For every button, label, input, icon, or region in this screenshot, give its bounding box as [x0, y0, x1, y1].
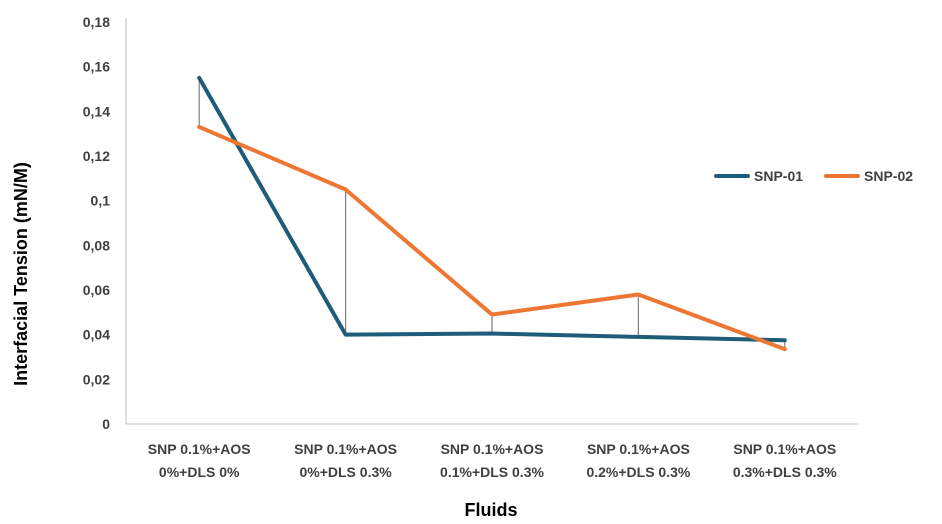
y-axis-ticks: 0 0,02 0,04 0,06 0,08 0,1 0,12 0,14 0,16 0,18	[83, 14, 110, 432]
x-axis-ticks: SNP 0.1%+AOS 0%+DLS 0% SNP 0.1%+AOS 0%+DLS …	[148, 441, 838, 480]
y-tick-label: 0,1	[91, 193, 111, 209]
x-axis-title: Fluids	[465, 500, 518, 520]
y-tick-label: 0,04	[83, 327, 110, 343]
x-tick-label: SNP 0.1%+AOS 0%+DLS 0.3%	[294, 441, 397, 480]
legend: SNP-01 SNP-02	[714, 168, 913, 184]
series-line-snp-02	[197, 124, 787, 352]
series-line-snp-01	[197, 75, 787, 343]
x-tick-label: SNP 0.1%+AOS 0.3%+DLS 0.3%	[733, 441, 837, 480]
y-tick-label: 0,02	[83, 371, 110, 387]
y-axis-title: Interfacial Tension (mN/M)	[11, 162, 31, 386]
x-tick-label: SNP 0.1%+AOS 0%+DLS 0%	[148, 441, 251, 480]
y-tick-label: 0,14	[83, 103, 110, 119]
x-tick-label: SNP 0.1%+AOS 0.1%+DLS 0.3%	[440, 441, 544, 480]
series-lines	[197, 75, 787, 352]
legend-label: SNP-01	[754, 168, 803, 184]
high-low-lines	[198, 77, 786, 350]
y-tick-label: 0,18	[83, 14, 110, 30]
y-tick-label: 0,08	[83, 237, 110, 253]
x-tick-label: SNP 0.1%+AOS 0.2%+DLS 0.3%	[586, 441, 690, 480]
y-tick-label: 0	[102, 416, 110, 432]
legend-label: SNP-02	[864, 168, 913, 184]
y-tick-label: 0,06	[83, 282, 110, 298]
y-tick-label: 0,16	[83, 59, 110, 75]
y-tick-label: 0,12	[83, 148, 110, 164]
